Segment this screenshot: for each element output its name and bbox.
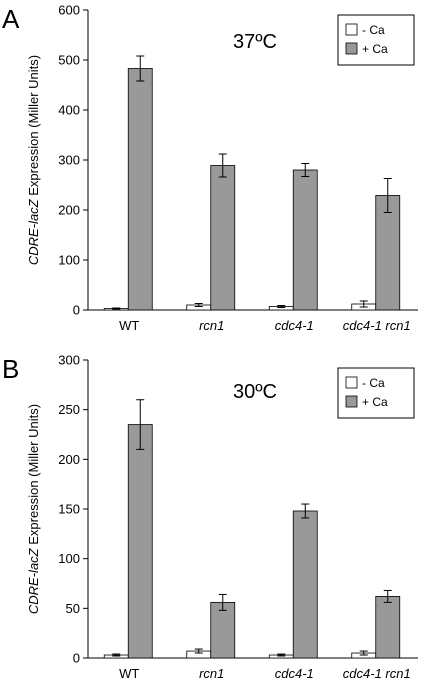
- y-tick-label: 600: [58, 3, 80, 18]
- x-category-label: rcn1: [199, 318, 224, 333]
- bar-plus-ca: [127, 68, 153, 311]
- legend: - Ca + Ca: [337, 367, 415, 419]
- y-tick-label: 100: [58, 253, 80, 268]
- bar-plus-ca: [292, 510, 318, 659]
- legend-label-minus-ca: - Ca: [362, 23, 385, 37]
- legend-box: [337, 367, 415, 419]
- y-tick-label: 200: [58, 452, 80, 467]
- y-tick-label: 400: [58, 103, 80, 118]
- y-tick-label: 500: [58, 53, 80, 68]
- chart-panel-a: A 0 100 200 300 400 500 600 CDRE-lacZ Expression…: [2, 3, 418, 333]
- bar-plus-ca: [210, 601, 236, 659]
- legend-label-plus-ca: + Ca: [362, 395, 388, 409]
- y-axis-label: CDRE-lacZ Expression (Miller Units): [26, 55, 41, 265]
- x-category-label: cdc4-1 rcn1: [343, 318, 411, 333]
- panel-label: A: [2, 4, 20, 34]
- y-axis-label-rest: Expression (Miller Units): [26, 55, 41, 199]
- x-category-label: WT: [119, 666, 139, 680]
- legend-label-minus-ca: - Ca: [362, 376, 385, 390]
- bar-plus-ca: [375, 195, 401, 311]
- legend-label-plus-ca: + Ca: [362, 42, 388, 56]
- legend-box: [337, 14, 415, 66]
- y-tick-label: 0: [73, 303, 80, 318]
- y-tick-label: 100: [58, 551, 80, 566]
- y-axis-label-rest: Expression (Miller Units): [26, 404, 41, 548]
- bar-plus-ca: [292, 169, 318, 311]
- legend-swatch-minus-ca: [345, 376, 358, 389]
- x-category-label: rcn1: [199, 666, 224, 680]
- bar-plus-ca: [210, 165, 236, 311]
- chart-panel-b: B 0 50 100 150 200 250 300 CDRE-lacZ Expression …: [2, 353, 418, 680]
- legend-swatch-plus-ca: [345, 42, 358, 55]
- y-tick-label: 300: [58, 353, 80, 368]
- y-tick-label: 0: [73, 651, 80, 666]
- x-category-label: WT: [119, 318, 139, 333]
- y-tick-label: 300: [58, 153, 80, 168]
- temperature-annotation: 30ºC: [233, 381, 277, 403]
- y-tick-label: 50: [66, 601, 80, 616]
- y-tick-label: 150: [58, 502, 80, 517]
- legend-swatch-minus-ca: [345, 23, 358, 36]
- y-tick-label: 250: [58, 402, 80, 417]
- panel-label: B: [2, 354, 19, 384]
- x-category-label: cdc4-1: [275, 666, 314, 680]
- legend-swatch-plus-ca: [345, 395, 358, 408]
- x-category-label: cdc4-1: [275, 318, 314, 333]
- x-category-label: cdc4-1 rcn1: [343, 666, 411, 680]
- y-tick-label: 200: [58, 203, 80, 218]
- legend: - Ca + Ca: [337, 14, 415, 66]
- y-axis-label-italic: CDRE-lacZ: [26, 547, 41, 614]
- bar-plus-ca: [127, 424, 153, 659]
- bar-plus-ca: [375, 596, 401, 659]
- temperature-annotation: 37ºC: [233, 31, 277, 53]
- y-axis-label-italic: CDRE-lacZ: [26, 198, 41, 265]
- y-axis-label: CDRE-lacZ Expression (Miller Units): [26, 404, 41, 614]
